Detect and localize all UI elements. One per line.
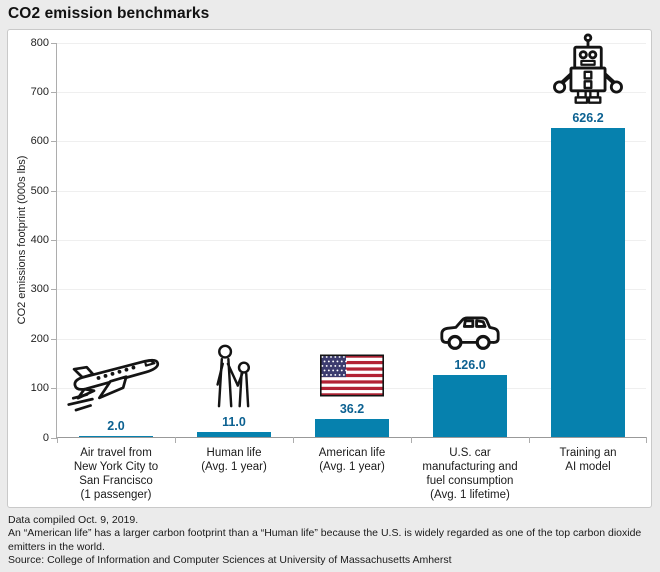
bar-human-life bbox=[197, 432, 271, 437]
gridline bbox=[57, 338, 646, 340]
airplane-icon bbox=[57, 357, 175, 414]
gridline bbox=[57, 190, 646, 192]
gridline bbox=[57, 289, 646, 291]
x-axis-label: Human life (Avg. 1 year) bbox=[201, 447, 267, 473]
category-training-ai-model: 626.2 Training an AI model bbox=[529, 33, 647, 473]
robot-icon bbox=[529, 32, 647, 106]
x-axis-label: Air travel from New York City to San Fra… bbox=[73, 447, 159, 501]
y-axis-tick bbox=[51, 141, 57, 143]
bar-value-label: 11.0 bbox=[222, 415, 246, 429]
bar-air-travel bbox=[79, 436, 153, 437]
y-axis-tick bbox=[51, 91, 57, 93]
footnote-explanation: An “American life” has a larger carbon f… bbox=[8, 527, 642, 553]
bar-value-label: 36.2 bbox=[339, 402, 365, 416]
gridline bbox=[57, 91, 646, 93]
y-axis-tick-label: 200 bbox=[30, 332, 49, 345]
bar-american-life bbox=[315, 419, 389, 437]
x-axis-label: American life (Avg. 1 year) bbox=[318, 447, 386, 473]
y-axis-tick bbox=[51, 437, 57, 439]
x-axis-tick bbox=[646, 437, 647, 443]
y-axis-tick bbox=[51, 338, 57, 340]
bar-value-label: 126.0 bbox=[454, 358, 486, 372]
adult-child-icon bbox=[175, 344, 293, 410]
x-axis-label: U.S. car manufacturing and fuel consumpt… bbox=[422, 447, 518, 501]
bar-value-label: 2.0 bbox=[107, 419, 125, 433]
chart-title: CO2 emission benchmarks bbox=[8, 5, 210, 22]
footnotes: Data compiled Oct. 9, 2019. An “American… bbox=[8, 514, 654, 568]
y-axis-tick bbox=[51, 42, 57, 44]
y-axis-tick-label: 300 bbox=[30, 283, 49, 296]
y-axis-tick-label: 400 bbox=[30, 234, 49, 246]
x-axis-tick bbox=[57, 437, 58, 443]
x-axis-tick bbox=[293, 437, 294, 443]
y-axis-tick bbox=[51, 289, 57, 291]
bar-training-ai-model bbox=[551, 128, 625, 437]
x-axis-tick bbox=[411, 437, 412, 443]
x-axis-label: Training an AI model bbox=[559, 447, 617, 473]
us-flag-icon bbox=[293, 354, 411, 397]
footnote-compiled-date: Data compiled Oct. 9, 2019. bbox=[8, 514, 139, 526]
category-us-car: 126.0 U.S. car manufacturing and fuel co… bbox=[411, 43, 529, 501]
chart-card: CO2 emissions footprint (000s lbs) 0 100 2… bbox=[7, 29, 652, 508]
y-axis-tick-label: 500 bbox=[30, 184, 49, 197]
y-axis-tick-label: 700 bbox=[30, 85, 49, 98]
y-axis-tick-label: 0 bbox=[42, 431, 49, 444]
car-icon bbox=[411, 313, 529, 353]
plot-area: 0 100 200 300 400 500 600 700 800 2.0 bbox=[31, 33, 647, 501]
x-axis-tick bbox=[175, 437, 176, 443]
y-axis-tick bbox=[51, 388, 57, 390]
y-axis-tick bbox=[51, 190, 57, 192]
gridline bbox=[57, 240, 646, 241]
y-axis-tick-label: 800 bbox=[30, 36, 49, 49]
category-american-life: 36.2 American life (Avg. 1 year) bbox=[293, 43, 411, 473]
bar-us-car bbox=[433, 375, 507, 437]
gridline bbox=[57, 42, 646, 44]
y-axis-tick-label: 100 bbox=[30, 382, 49, 395]
y-axis-tick bbox=[51, 240, 57, 241]
bar-value-label: 626.2 bbox=[572, 111, 604, 125]
y-axis-tick-label: 600 bbox=[30, 135, 49, 148]
footnote-source: Source: College of Information and Compu… bbox=[8, 554, 452, 567]
category-air-travel: 2.0 Air travel from bbox=[57, 43, 175, 501]
x-axis-tick bbox=[529, 437, 530, 443]
gridline bbox=[57, 141, 646, 143]
category-human-life: 11.0 Human life (Avg. 1 year) bbox=[175, 43, 293, 473]
